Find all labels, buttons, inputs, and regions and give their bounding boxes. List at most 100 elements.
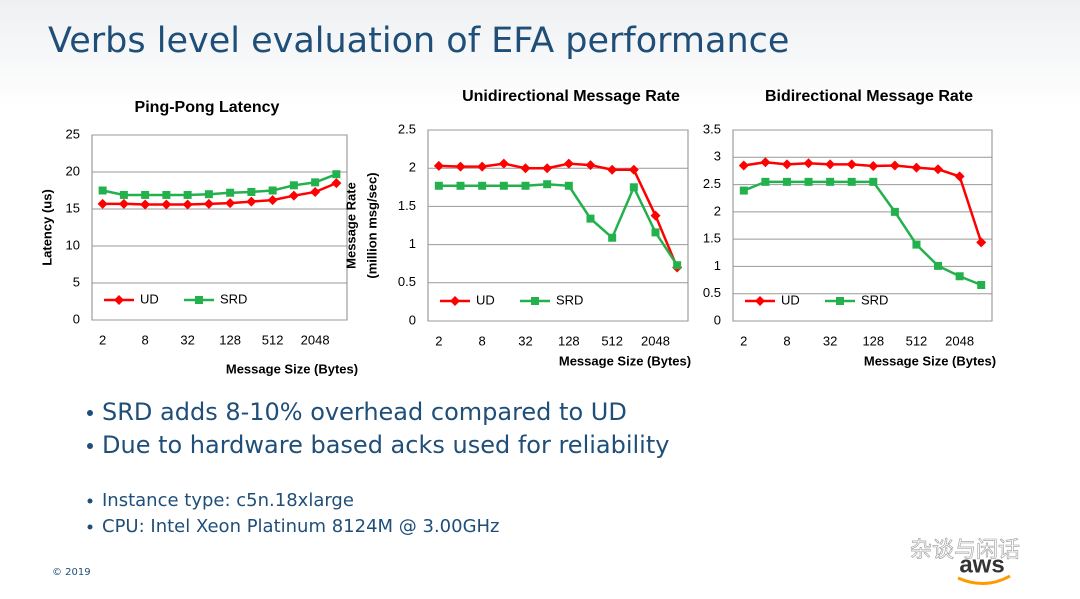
point	[521, 181, 530, 190]
point	[478, 181, 487, 190]
point	[847, 177, 856, 186]
point	[954, 171, 965, 182]
bullet: SRD adds 8-10% overhead compared to UD	[102, 398, 627, 426]
detail: CPU: Intel Xeon Platinum 8124M @ 3.00GHz	[102, 516, 500, 537]
point	[846, 159, 857, 170]
x-tick-label: 2	[740, 333, 747, 348]
point	[498, 158, 509, 169]
y-tick-label: 2.5	[703, 176, 721, 191]
x-tick-label: 2048	[301, 332, 330, 347]
point	[182, 199, 193, 210]
point	[761, 177, 770, 186]
legend-label: SRD	[861, 292, 888, 307]
point	[977, 280, 986, 289]
x-tick-label: 2	[435, 333, 442, 348]
x-tick-label: 128	[219, 332, 241, 347]
point	[246, 196, 257, 207]
point	[911, 162, 922, 173]
point	[204, 190, 213, 199]
y-tick-label: 25	[66, 126, 80, 141]
y-tick-label: 1.5	[398, 198, 416, 213]
chart-title: Unidirectional Message Rate	[462, 88, 680, 105]
point	[162, 190, 171, 199]
point	[889, 160, 900, 171]
y-tick-label: 2.5	[398, 121, 416, 136]
point	[836, 297, 844, 305]
legend-label: UD	[140, 291, 159, 306]
legend-label: SRD	[220, 291, 247, 306]
y-tick-label: 0	[73, 311, 80, 326]
y-tick-label: 5	[73, 274, 80, 289]
point	[563, 158, 574, 169]
point	[739, 186, 748, 195]
point	[499, 181, 508, 190]
point	[289, 181, 298, 190]
point	[629, 183, 638, 192]
y-tick-label: 1	[409, 236, 416, 251]
point	[288, 190, 299, 201]
point	[760, 157, 771, 168]
y-tick-label: 3	[714, 149, 721, 164]
point	[434, 181, 443, 190]
point	[803, 158, 814, 169]
point	[826, 177, 835, 186]
point	[195, 296, 203, 304]
y-tick-label: 3.5	[703, 121, 721, 136]
point	[673, 261, 682, 270]
legend-label: UD	[476, 292, 495, 307]
plot-area	[427, 129, 689, 322]
point	[651, 228, 660, 237]
y-tick-label: 0.5	[703, 285, 721, 300]
point	[586, 214, 595, 223]
y-tick-label: 1	[714, 258, 721, 273]
point	[433, 160, 444, 171]
y-axis-label: Message Rate	[343, 182, 358, 269]
point	[955, 272, 964, 281]
point	[450, 296, 460, 306]
point	[226, 188, 235, 197]
chart: 0 5 10 15 20 25 2 8 32 128 512 2048 Ping-Pong Latenc…	[39, 99, 358, 376]
point	[311, 178, 320, 187]
point	[585, 160, 596, 171]
point	[118, 198, 129, 209]
point	[97, 198, 108, 209]
footer: © 2019	[52, 567, 91, 578]
point	[542, 163, 553, 174]
point	[804, 177, 813, 186]
point	[755, 296, 765, 306]
y-axis-label: Latency (us)	[39, 189, 54, 266]
logo-smile	[957, 574, 1011, 585]
point	[331, 178, 342, 189]
point	[650, 210, 661, 221]
logo: aws	[959, 551, 1004, 578]
point	[455, 161, 466, 172]
y-tick-label: 10	[66, 237, 80, 252]
point	[310, 186, 321, 197]
point	[825, 159, 836, 170]
x-tick-label: 32	[180, 332, 194, 347]
bullets: SRD adds 8-10% overhead compared to UD D…	[87, 398, 669, 459]
point	[225, 198, 236, 209]
x-axis-label: Message Size (Bytes)	[226, 361, 358, 376]
x-axis-label: Message Size (Bytes)	[559, 353, 691, 368]
bullet-dot	[87, 443, 93, 449]
point	[268, 186, 277, 195]
point	[607, 164, 618, 175]
x-tick-label: 2048	[945, 333, 974, 348]
y-axis-label: (million msg/sec)	[364, 172, 379, 278]
y-tick-label: 20	[66, 163, 80, 178]
chart: 0 0.5 1 1.5 2 2.5 2 8 32 128 512 2048 Unidirectional…	[343, 88, 691, 368]
y-tick-label: 1.5	[703, 231, 721, 246]
point	[976, 237, 987, 248]
point	[912, 240, 921, 249]
y-tick-label: 15	[66, 200, 80, 215]
x-tick-label: 512	[601, 333, 623, 348]
point	[869, 177, 878, 186]
bullet-dot	[87, 498, 93, 504]
legend-label: SRD	[556, 292, 583, 307]
point	[934, 261, 943, 270]
y-tick-label: 0.5	[398, 274, 416, 289]
x-axis-label: Message Size (Bytes)	[864, 353, 996, 368]
point	[141, 190, 150, 199]
details: Instance type: c5n.18xlarge CPU: Intel X…	[87, 490, 500, 537]
